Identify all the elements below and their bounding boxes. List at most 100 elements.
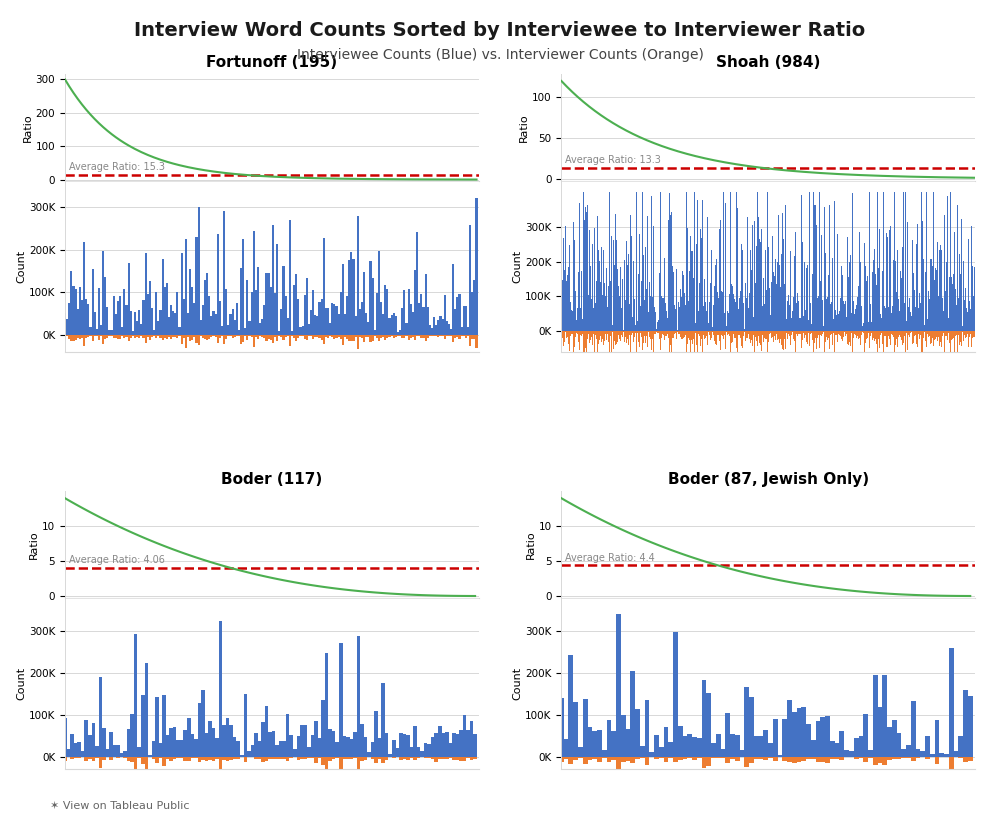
Bar <box>198 757 201 762</box>
Bar <box>99 677 102 757</box>
Bar <box>406 757 410 759</box>
Bar <box>935 719 939 757</box>
Bar <box>744 757 749 767</box>
Bar <box>442 318 444 335</box>
Bar <box>246 335 248 340</box>
Bar <box>446 335 448 337</box>
Bar <box>425 335 427 342</box>
Bar <box>106 335 108 338</box>
Bar <box>255 335 257 337</box>
Bar <box>782 757 787 762</box>
Bar <box>219 757 222 777</box>
Bar <box>202 305 204 335</box>
Bar <box>274 335 276 337</box>
Bar <box>792 711 797 757</box>
Bar <box>251 292 253 335</box>
Bar <box>142 335 145 338</box>
Bar <box>88 735 92 757</box>
Bar <box>191 734 194 757</box>
Bar <box>463 305 465 335</box>
Bar <box>295 274 297 335</box>
Bar <box>331 303 333 335</box>
Bar <box>261 319 263 335</box>
Bar <box>454 309 456 335</box>
Bar <box>416 335 418 337</box>
Bar <box>233 737 236 757</box>
Bar <box>654 757 659 759</box>
Bar <box>236 757 240 758</box>
Bar <box>74 743 77 757</box>
Bar <box>265 757 268 761</box>
Bar <box>183 729 187 757</box>
Bar <box>169 729 173 757</box>
Y-axis label: Ratio: Ratio <box>519 113 529 142</box>
Bar <box>466 757 470 758</box>
Bar <box>268 273 270 335</box>
Bar <box>439 335 442 337</box>
Bar <box>395 316 397 335</box>
Bar <box>431 757 434 758</box>
Bar <box>378 757 381 759</box>
Bar <box>659 747 664 757</box>
Bar <box>339 643 343 757</box>
Bar <box>125 305 128 335</box>
Bar <box>205 757 208 761</box>
Bar <box>242 335 244 342</box>
Bar <box>70 734 74 757</box>
Bar <box>88 757 92 759</box>
Bar <box>116 744 120 757</box>
Bar <box>92 757 95 762</box>
Bar <box>364 737 367 757</box>
Bar <box>825 716 830 757</box>
Bar <box>403 757 406 759</box>
Bar <box>125 335 128 337</box>
Bar <box>232 335 234 337</box>
Bar <box>365 335 367 337</box>
Bar <box>263 335 265 337</box>
Bar <box>414 335 416 341</box>
Bar <box>187 718 191 757</box>
Bar <box>183 335 185 337</box>
Bar <box>162 757 166 767</box>
Bar <box>359 335 361 337</box>
Bar <box>378 251 380 335</box>
Bar <box>463 715 466 757</box>
Bar <box>299 327 302 335</box>
Bar <box>191 757 194 758</box>
Bar <box>360 724 364 757</box>
Bar <box>222 757 226 759</box>
Bar <box>259 323 261 335</box>
Bar <box>367 757 371 758</box>
Bar <box>89 335 92 336</box>
Bar <box>892 719 897 757</box>
Text: ✶ View on Tableau Public: ✶ View on Tableau Public <box>50 801 190 810</box>
Bar <box>155 757 159 763</box>
Bar <box>384 284 386 335</box>
Bar <box>711 743 716 757</box>
Bar <box>229 757 233 759</box>
Bar <box>289 757 293 758</box>
Bar <box>949 757 954 774</box>
Bar <box>939 753 944 757</box>
Bar <box>449 757 452 758</box>
Bar <box>251 757 254 758</box>
Bar <box>168 317 170 335</box>
Bar <box>597 757 602 762</box>
Bar <box>297 335 299 337</box>
Bar <box>312 335 314 339</box>
Bar <box>386 289 388 335</box>
Bar <box>142 300 145 335</box>
Bar <box>763 730 768 757</box>
Bar <box>573 757 578 760</box>
Bar <box>372 335 374 341</box>
Bar <box>467 327 469 335</box>
Bar <box>438 757 442 759</box>
Bar <box>452 265 454 335</box>
Bar <box>128 335 130 341</box>
Bar <box>382 314 384 335</box>
Bar <box>333 304 335 335</box>
Bar <box>293 748 297 757</box>
Bar <box>388 318 391 335</box>
Bar <box>72 286 75 335</box>
Bar <box>367 322 369 335</box>
